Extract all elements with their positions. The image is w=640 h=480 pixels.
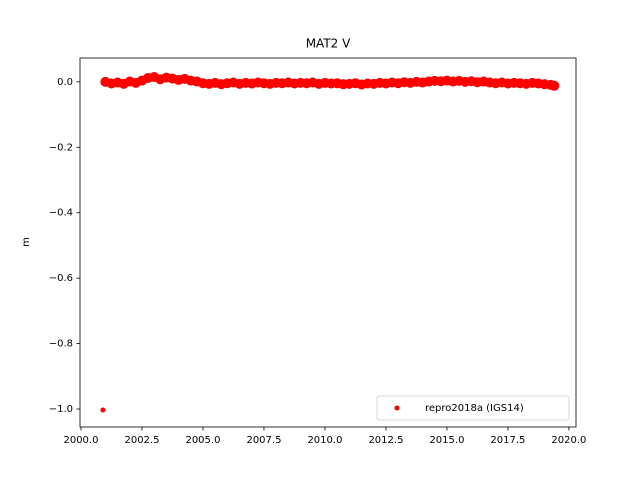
y-axis-label: m bbox=[21, 237, 32, 247]
y-tick-label: 0.0 bbox=[57, 77, 73, 88]
legend-box bbox=[376, 395, 570, 421]
x-tick-label: 2012.5 bbox=[368, 435, 403, 446]
x-tick-label: 2010.0 bbox=[307, 435, 342, 446]
x-tick-label: 2007.5 bbox=[246, 435, 281, 446]
point bbox=[100, 407, 106, 413]
y-tick-label: −0.4 bbox=[49, 208, 73, 219]
legend: repro2018a (IGS14) bbox=[376, 395, 570, 421]
x-tick-label: 2015.0 bbox=[429, 435, 464, 446]
y-tick-label: −0.6 bbox=[49, 273, 73, 284]
x-tick-label: 2017.5 bbox=[490, 435, 525, 446]
x-tick-label: 2020.0 bbox=[551, 435, 586, 446]
y-tick-label: −1.0 bbox=[49, 404, 73, 415]
legend-label: repro2018a (IGS14) bbox=[425, 403, 524, 414]
plot-area bbox=[100, 71, 560, 413]
chart-title: MAT2 V bbox=[306, 37, 351, 51]
y-tick-label: −0.8 bbox=[49, 339, 73, 350]
legend-marker bbox=[394, 405, 400, 411]
x-tick-label: 2005.0 bbox=[185, 435, 220, 446]
y-tick-label: −0.2 bbox=[49, 142, 73, 153]
x-tick-label: 2002.5 bbox=[124, 435, 159, 446]
x-tick-label: 2000.0 bbox=[63, 435, 98, 446]
point bbox=[549, 80, 560, 91]
axes-frame bbox=[79, 57, 577, 428]
